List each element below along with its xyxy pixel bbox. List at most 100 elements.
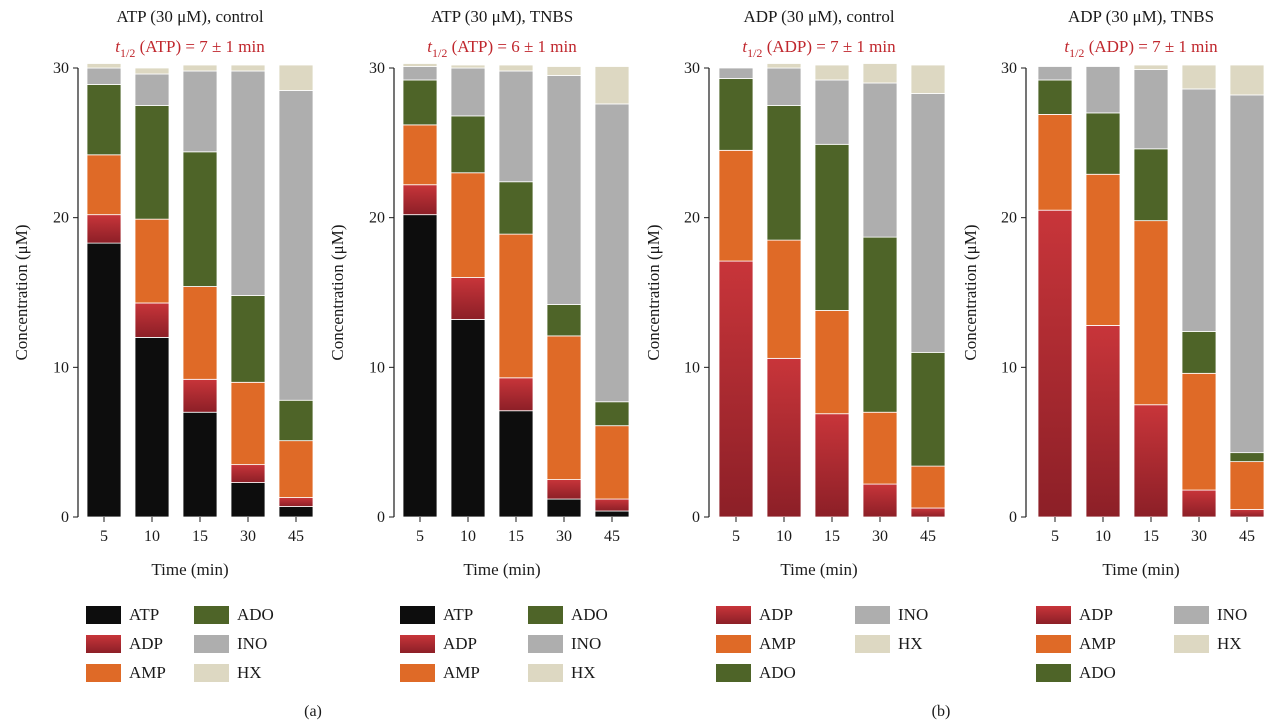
bar-adp-5	[402, 184, 438, 216]
chart-subtitle: t1/2 (ATP) = 7 ± 1 min	[115, 37, 265, 60]
bar-amp-30	[230, 381, 266, 466]
legend-label-amp: AMP	[129, 663, 166, 682]
chart-title: ADP (30 μM), TNBS	[1068, 7, 1214, 26]
x-axis-label: Time (min)	[463, 560, 540, 579]
legend-swatch-ino	[855, 606, 890, 624]
bar-ado-10	[134, 105, 170, 220]
bar-ino-10	[450, 67, 486, 117]
bar-ino-30	[862, 82, 898, 238]
bar-ino-5	[86, 67, 122, 85]
y-tick-label: 30	[684, 60, 700, 77]
y-tick-label: 30	[369, 60, 385, 77]
legend-swatch-hx	[1174, 635, 1209, 653]
y-tick-label: 30	[1001, 60, 1017, 77]
bar-atp-5	[402, 214, 438, 518]
legend-label-ino: INO	[898, 605, 928, 624]
y-tick-label: 0	[61, 509, 69, 526]
legend-swatch-adp	[86, 635, 121, 653]
bar-amp-15	[814, 310, 850, 415]
y-axis-label: Concentration (μM)	[644, 224, 663, 360]
chart-1: ATP (30 μM), control t1/2 (ATP) = 7 ± 1 m…	[12, 7, 314, 682]
bar-amp-10	[1085, 173, 1121, 326]
legend-label-adp: ADP	[1079, 605, 1113, 624]
bar-hx-15	[1133, 64, 1169, 70]
x-tick-label: 5	[416, 528, 424, 545]
chart-subtitle: t1/2 (ATP) = 6 ± 1 min	[427, 37, 577, 60]
bar-adp-15	[498, 377, 534, 412]
bar-ado-10	[766, 105, 802, 241]
y-tick-label: 0	[692, 509, 700, 526]
bar-hx-30	[230, 64, 266, 72]
legend-label-hx: HX	[237, 663, 262, 682]
bar-adp-5	[1037, 209, 1073, 518]
bar-ado-10	[1085, 112, 1121, 175]
chart-subtitle: t1/2 (ADP) = 7 ± 1 min	[1064, 37, 1218, 60]
bar-adp-30	[862, 483, 898, 518]
bar-ino-5	[1037, 66, 1073, 81]
legend-swatch-ado	[194, 606, 229, 624]
y-tick-label: 10	[1001, 359, 1017, 376]
bar-adp-10	[1085, 325, 1121, 518]
bar-adp-30	[230, 464, 266, 483]
bar-amp-30	[862, 411, 898, 485]
legend-label-amp: AMP	[443, 663, 480, 682]
bar-hx-10	[766, 63, 802, 69]
bar-amp-5	[402, 124, 438, 186]
legend-swatch-amp	[86, 664, 121, 682]
bar-ino-15	[498, 70, 534, 183]
bar-hx-45	[594, 66, 630, 105]
y-tick-label: 20	[1001, 210, 1017, 227]
bar-amp-45	[1229, 461, 1265, 510]
bar-ino-45	[278, 90, 314, 401]
x-tick-label: 45	[920, 528, 936, 545]
bar-ino-15	[1133, 69, 1169, 150]
bar-ado-30	[230, 295, 266, 383]
x-axis-label: Time (min)	[151, 560, 228, 579]
legend-swatch-amp	[400, 664, 435, 682]
legend-label-ado: ADO	[1079, 663, 1116, 682]
y-tick-label: 10	[684, 359, 700, 376]
x-tick-label: 10	[460, 528, 476, 545]
legend-label-adp: ADP	[759, 605, 793, 624]
bar-atp-5	[86, 242, 122, 518]
y-tick-label: 0	[377, 509, 385, 526]
bar-ino-45	[1229, 94, 1265, 454]
chart-2: ATP (30 μM), TNBS t1/2 (ATP) = 6 ± 1 min 5…	[328, 7, 630, 682]
y-tick-label: 10	[369, 359, 385, 376]
legend-label-ino: INO	[1217, 605, 1247, 624]
x-tick-label: 5	[1051, 528, 1059, 545]
bar-hx-30	[1181, 64, 1217, 90]
chart-title: ADP (30 μM), control	[743, 7, 894, 26]
legend-label-hx: HX	[898, 634, 923, 653]
bar-atp-45	[594, 510, 630, 518]
x-tick-label: 15	[508, 528, 524, 545]
legend-label-atp: ATP	[443, 605, 473, 624]
legend-swatch-hx	[855, 635, 890, 653]
bar-atp-10	[450, 319, 486, 518]
bar-amp-15	[1133, 220, 1169, 406]
bar-hx-15	[814, 64, 850, 81]
bar-hx-15	[498, 64, 534, 72]
bar-amp-5	[86, 154, 122, 216]
legend-swatch-atp	[86, 606, 121, 624]
y-tick-label: 10	[53, 359, 69, 376]
bar-adp-15	[814, 413, 850, 518]
legend-label-amp: AMP	[759, 634, 796, 653]
legend-swatch-ino	[528, 635, 563, 653]
legend-swatch-adp	[400, 635, 435, 653]
bar-amp-15	[182, 286, 218, 380]
bar-amp-10	[450, 172, 486, 278]
legend-swatch-ado	[528, 606, 563, 624]
bar-adp-45	[278, 497, 314, 507]
legend-swatch-hx	[194, 664, 229, 682]
legend-swatch-ado	[716, 664, 751, 682]
bar-ino-45	[594, 103, 630, 403]
bar-adp-30	[546, 479, 582, 500]
bar-adp-10	[450, 277, 486, 320]
bar-adp-5	[718, 260, 754, 518]
x-tick-label: 45	[604, 528, 620, 545]
bar-ado-15	[182, 151, 218, 287]
bar-amp-10	[766, 239, 802, 359]
x-tick-label: 10	[1095, 528, 1111, 545]
